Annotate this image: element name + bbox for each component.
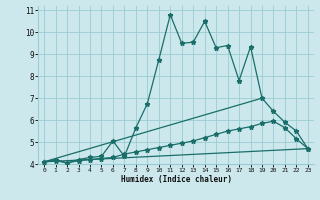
X-axis label: Humidex (Indice chaleur): Humidex (Indice chaleur) bbox=[121, 175, 231, 184]
